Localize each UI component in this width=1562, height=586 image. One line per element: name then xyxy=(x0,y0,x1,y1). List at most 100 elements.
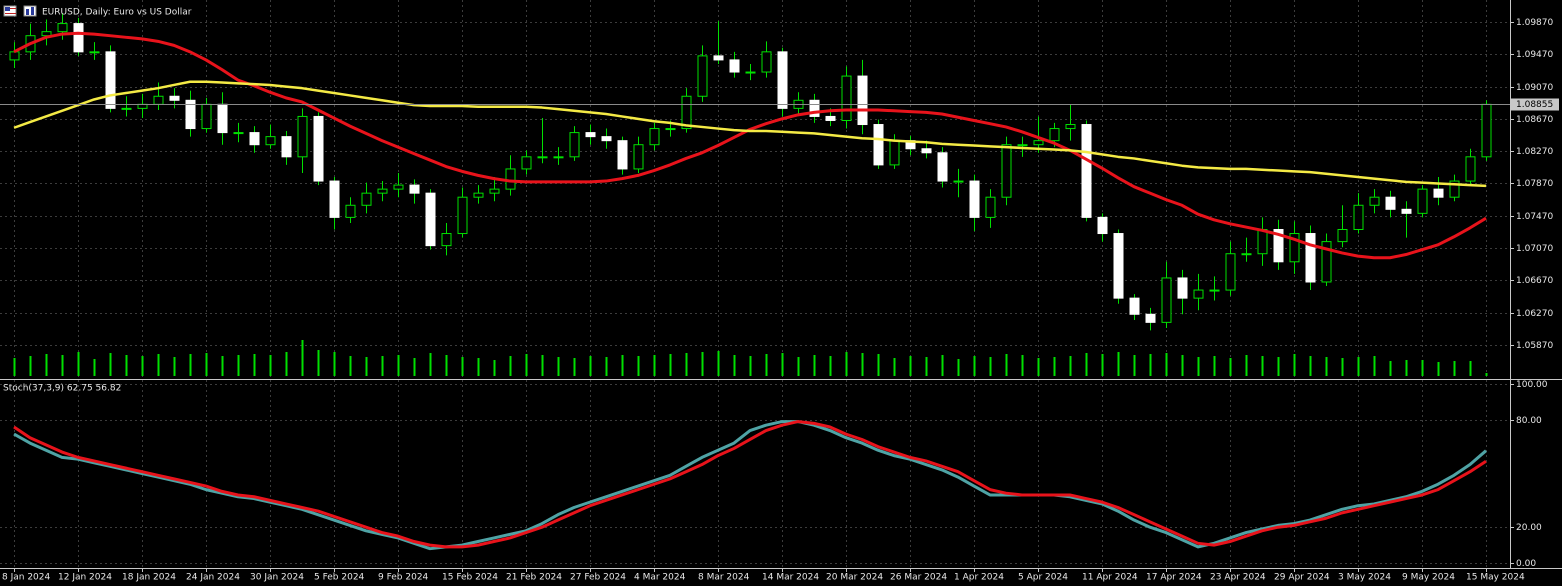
candle-body-down xyxy=(729,59,740,73)
candle-body-up xyxy=(377,188,388,194)
x-tick-label: 20 Mar 2024 xyxy=(826,573,883,583)
chart-title: EURUSD, Daily: Euro vs US Dollar xyxy=(42,8,192,18)
x-tick-label: 29 Apr 2024 xyxy=(1274,573,1330,583)
candle-body-up xyxy=(153,95,164,105)
x-tick-label: 12 Jan 2024 xyxy=(58,573,112,583)
flag-icon-part xyxy=(5,7,10,11)
x-tick-label: 9 May 2024 xyxy=(1402,573,1455,583)
y-tick-label: 1.09870 xyxy=(1516,18,1553,28)
candle-body-up xyxy=(1417,188,1428,214)
candle-body-up xyxy=(761,51,772,73)
candle-body-down xyxy=(809,99,820,117)
candle-body-up xyxy=(633,144,644,170)
candle-body-up xyxy=(9,51,20,61)
axis-layer: 8 Jan 2024 12 Jan 2024 18 Jan 2024 24 Jan 2… xyxy=(2,18,1559,583)
x-tick-label: 9 Feb 2024 xyxy=(378,573,429,583)
candle-body-down xyxy=(329,180,340,218)
candle-body-up xyxy=(1001,144,1012,198)
candle-body-down xyxy=(1097,216,1108,235)
y-tick-label: 0.00 xyxy=(1516,559,1536,569)
candle-body-up xyxy=(265,136,276,146)
current-price-label: 1.08855 xyxy=(1516,100,1553,110)
candle-body-down xyxy=(873,124,884,166)
candle-body-down xyxy=(585,132,596,138)
stochastic-line xyxy=(13,420,1487,551)
candle-body-down xyxy=(281,136,292,158)
y-tick-label: 1.06270 xyxy=(1516,309,1553,319)
moving-average xyxy=(13,31,1487,260)
candle-body-down xyxy=(73,23,84,53)
candle-body-down xyxy=(857,75,868,126)
candle-body-down xyxy=(409,184,420,194)
moving-average xyxy=(13,80,1487,188)
y-tick-label: 1.07070 xyxy=(1516,244,1553,254)
x-tick-label: 8 Jan 2024 xyxy=(2,573,50,583)
x-tick-label: 3 May 2024 xyxy=(1338,573,1391,583)
candle-body-up xyxy=(473,192,484,198)
candle-body-up xyxy=(1033,140,1044,146)
x-tick-label: 5 Feb 2024 xyxy=(314,573,365,583)
candle-body-down xyxy=(937,152,948,182)
x-tick-label: 15 Feb 2024 xyxy=(442,573,498,583)
candle-body-up xyxy=(345,204,356,218)
candle-body-up xyxy=(1353,204,1364,230)
y-tick-label: 1.08670 xyxy=(1516,115,1553,125)
candle-body-up xyxy=(1241,253,1252,256)
y-tick-label: 1.06670 xyxy=(1516,276,1553,286)
candle-body-up xyxy=(441,233,452,247)
candle-body-down xyxy=(601,136,612,142)
candle-body-down xyxy=(169,95,180,101)
candle-body-up xyxy=(569,132,580,158)
candle-body-up xyxy=(1161,277,1172,323)
candle-body-up xyxy=(361,192,372,206)
candle-body-down xyxy=(1129,297,1140,315)
candle-body-up xyxy=(553,156,564,159)
current-price-box xyxy=(1511,98,1559,111)
candle-body-up xyxy=(889,140,900,166)
candle-body-down xyxy=(825,115,836,121)
candle-body-down xyxy=(969,180,980,218)
candle-body-down xyxy=(313,115,324,182)
plot-layer xyxy=(0,13,1510,551)
candle-body-up xyxy=(521,156,532,170)
candle-body-up xyxy=(1449,180,1460,198)
candle-body-up xyxy=(745,71,756,74)
x-tick-label: 30 Jan 2024 xyxy=(250,573,304,583)
y-tick-label: 1.09470 xyxy=(1516,50,1553,60)
x-tick-label: 21 Feb 2024 xyxy=(506,573,562,583)
candle-body-up xyxy=(1481,103,1492,158)
x-tick-label: 18 Jan 2024 xyxy=(122,573,176,583)
y-tick-label: 80.00 xyxy=(1516,416,1542,426)
candle-body-up xyxy=(1465,156,1476,182)
candle-body-down xyxy=(1145,313,1156,323)
candle-body-up xyxy=(537,156,548,159)
x-tick-label: 15 May 2024 xyxy=(1466,573,1525,583)
candle-body-up xyxy=(1225,253,1236,291)
candle-body-down xyxy=(1401,208,1412,214)
candle-body-up xyxy=(457,196,468,235)
candle-body-down xyxy=(1305,233,1316,283)
candle-body-down xyxy=(777,51,788,109)
candle-body-up xyxy=(665,128,676,131)
candle-body-up xyxy=(1193,289,1204,299)
grid-layer xyxy=(0,0,1510,568)
x-tick-label: 1 Apr 2024 xyxy=(954,573,1004,583)
candle-body-down xyxy=(1433,188,1444,198)
x-tick-label: 14 Mar 2024 xyxy=(762,573,819,583)
stochastic-line xyxy=(13,420,1487,549)
candle-body-up xyxy=(697,55,708,97)
candle-body-up xyxy=(953,180,964,183)
candle-body-up xyxy=(1017,144,1028,147)
candle-body-up xyxy=(1257,228,1268,255)
candle-body-down xyxy=(1385,196,1396,210)
x-tick-label: 5 Apr 2024 xyxy=(1018,573,1068,583)
chart-icon-part xyxy=(26,9,29,15)
candle-body-up xyxy=(1369,196,1380,206)
y-tick-label: 1.07470 xyxy=(1516,212,1553,222)
y-tick-label: 1.05870 xyxy=(1516,341,1553,351)
candle-body-up xyxy=(985,196,996,218)
candle-body-down xyxy=(1273,228,1284,263)
candle-body-up xyxy=(297,115,308,158)
candle-body-up xyxy=(233,132,244,135)
